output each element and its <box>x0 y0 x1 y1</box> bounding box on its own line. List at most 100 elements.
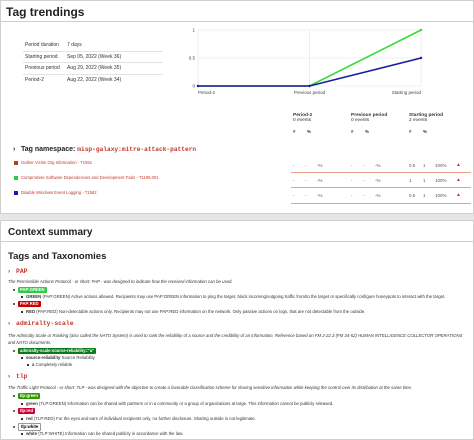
tag-badge[interactable]: admiralty-scale:source-reliability="a" <box>18 348 97 354</box>
series-point <box>419 56 423 60</box>
tag-detail: green (TLP:GREEN) Information can be sha… <box>21 401 333 406</box>
cell: - <box>305 193 307 198</box>
chevron-right-icon[interactable]: › <box>8 373 11 380</box>
tag-link[interactable]: Disable Windows Event Logging - T1562 <box>21 190 97 195</box>
cell: - <box>305 163 307 168</box>
y-tick-label: 0 <box>192 84 195 89</box>
taxonomy-description: The Admiralty Scale or Ranking (also cal… <box>8 333 463 345</box>
cell: 1 <box>423 178 426 183</box>
cell: - <box>363 178 365 183</box>
y-tick-label: 0.5 <box>189 56 196 61</box>
info-key: Starting period <box>25 53 58 60</box>
row-separator <box>291 172 471 173</box>
series-point <box>419 28 423 32</box>
table-row: Compromise Software Dependencies and Dev… <box>11 173 471 187</box>
tag-item: admiralty-scale:source-reliability="a" <box>13 348 97 354</box>
row-separator <box>291 187 471 188</box>
chevron-right-icon[interactable]: › <box>8 268 11 275</box>
tag-item: tlp:red <box>13 408 36 414</box>
taxonomy-heading-tlp: › tlp <box>8 373 28 380</box>
divider <box>1 241 473 242</box>
taxonomy-description: The Permissible Actions Protocol - or sh… <box>8 279 233 284</box>
cell: -% <box>375 178 381 183</box>
color-swatch <box>14 191 18 195</box>
col-symbol: # <box>293 129 296 134</box>
chevron-right-icon[interactable]: › <box>13 146 16 153</box>
trend-up-icon: ▲ <box>456 162 461 168</box>
namespace-heading: › Tag namespace: misp-galaxy:mitre-attack… <box>13 146 197 153</box>
namespace-value: misp-galaxy:mitre-attack-pattern <box>77 146 197 153</box>
cell: 1 <box>423 193 426 198</box>
context-summary-panel: Context summary Tags and Taxonomies › PAP… <box>0 220 474 440</box>
info-row: Starting period Sep 05, 2022 (Week 36) <box>23 50 163 63</box>
cell: -% <box>317 178 323 183</box>
tag-badge[interactable]: tlp:green <box>18 393 40 399</box>
cell: 1 <box>423 163 426 168</box>
tag-detail: red (TLP:RED) For the eyes and ears of i… <box>21 416 256 421</box>
x-tick-label: Previous period <box>294 90 326 95</box>
info-value: 7 days <box>67 41 82 48</box>
tag-detail: a Completely reliable <box>27 362 72 367</box>
tag-badge[interactable]: tlp:red <box>18 408 36 414</box>
col-symbol: # <box>351 129 354 134</box>
cell: - <box>293 163 295 168</box>
tag-item: PAP:GREEN <box>13 287 47 293</box>
info-key: Period-2 <box>25 76 44 83</box>
cell: - <box>293 178 295 183</box>
cell: 100% <box>435 178 447 183</box>
taxonomy-heading-pap: › PAP <box>8 268 28 275</box>
tag-badge[interactable]: PAP:RED <box>18 301 41 307</box>
tag-badge[interactable]: PAP:GREEN <box>18 287 47 293</box>
info-row: Previous period Aug 29, 2022 (Week 35) <box>23 62 163 74</box>
tag-item: PAP:RED <box>13 301 41 307</box>
cell: 100% <box>435 193 447 198</box>
cell: - <box>351 163 353 168</box>
trend-up-icon: ▲ <box>456 192 461 198</box>
info-row: Period-2 Aug 22, 2022 (Week 34) <box>23 73 163 86</box>
tag-badge[interactable]: tlp:white <box>18 423 42 431</box>
cell: -% <box>317 163 323 168</box>
tag-link[interactable]: Compromise Software Dependencies and Dev… <box>21 175 159 180</box>
tag-detail: GREEN (PAP:GREEN) Active actions allowed… <box>21 294 445 299</box>
info-value: Aug 29, 2022 (Week 35) <box>67 65 122 72</box>
panel-title: Context summary <box>8 227 93 238</box>
cell: - <box>293 193 295 198</box>
tag-link[interactable]: Gather Victim Org Information - T1591 <box>21 160 93 165</box>
tag-trendings-panel: Tag trendings Period duration 7 days Star… <box>0 0 474 214</box>
col-symbol: % <box>307 129 312 134</box>
info-value: Sep 05, 2022 (Week 36) <box>67 53 122 60</box>
cell: -% <box>375 163 381 168</box>
series-point <box>308 84 311 88</box>
trend-chart: 0 0.5 1 Period-2 Previous period Starting per… <box>189 28 423 95</box>
x-tick-label: Period-2 <box>198 90 216 95</box>
chevron-right-icon[interactable]: › <box>8 320 11 327</box>
cell: - <box>351 178 353 183</box>
col-symbol: % <box>365 129 370 134</box>
taxonomy-description: The Traffic Light Protocol - or short: T… <box>8 385 413 390</box>
section-title: Tags and Taxonomies <box>8 251 107 262</box>
y-tick-label: 1 <box>192 28 195 33</box>
cell: 0.5 <box>409 163 416 168</box>
table-row: Gather Victim Org Information - T1591 - … <box>11 158 471 172</box>
cell: 100% <box>435 163 447 168</box>
trend-up-icon: ▲ <box>456 177 461 183</box>
taxonomy-heading-admiralty-scale: › admiralty-scale <box>8 320 74 327</box>
tag-item: tlp:white <box>13 423 42 431</box>
cell: -% <box>317 193 323 198</box>
info-value: Aug 22, 2022 (Week 34) <box>67 76 122 83</box>
tag-detail: RED (PAP:RED) Non-detectable actions onl… <box>21 309 365 314</box>
table-row: Disable Windows Event Logging - T1562 - … <box>11 188 471 202</box>
info-key: Period duration <box>25 41 59 48</box>
period-info-table: Period duration 7 days Starting period Sep… <box>23 39 163 85</box>
cell: -% <box>375 193 381 198</box>
divider <box>1 21 473 22</box>
col-symbol: # <box>409 129 412 134</box>
cell: 0.5 <box>409 193 416 198</box>
cell: - <box>351 193 353 198</box>
cell: 1 <box>409 178 412 183</box>
tag-item: tlp:green <box>13 393 40 399</box>
cell: - <box>363 163 365 168</box>
color-swatch <box>14 176 18 180</box>
info-row: Period duration 7 days <box>23 39 163 51</box>
col-symbol: % <box>423 129 428 134</box>
